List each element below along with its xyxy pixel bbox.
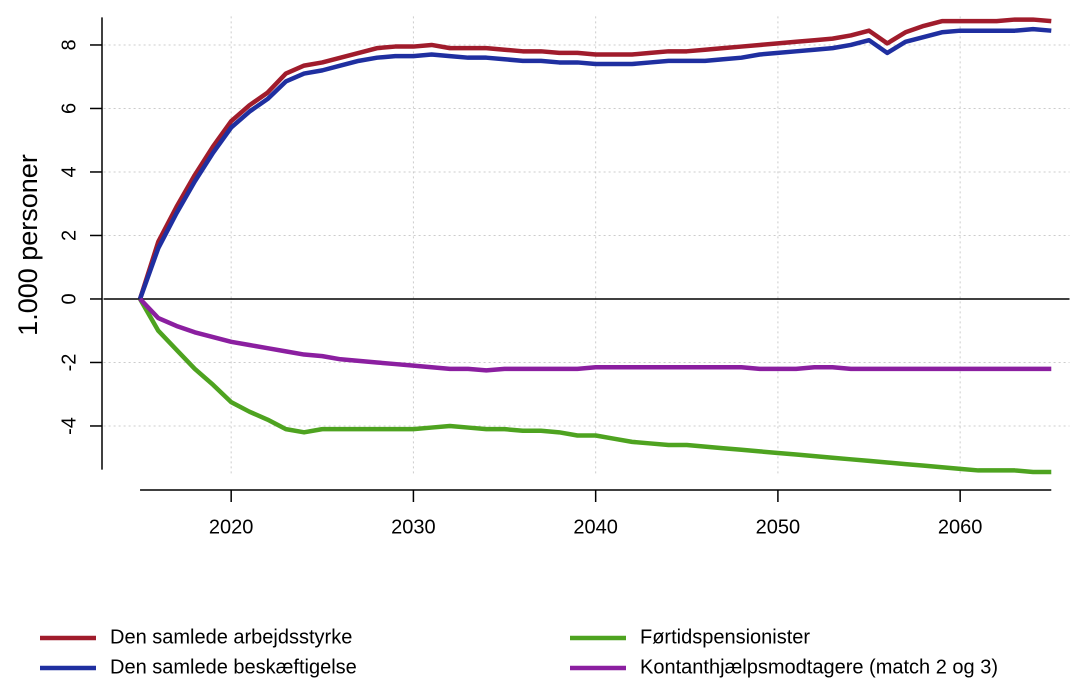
y-tick-label: 6 <box>58 103 80 114</box>
series-line <box>138 297 1052 373</box>
x-tick-label: 2050 <box>756 516 801 538</box>
y-axis-label: 1.000 personer <box>13 154 43 336</box>
legend-label: Førtidspensionister <box>640 626 810 648</box>
y-tick-label: -2 <box>58 354 80 372</box>
x-tick-label: 2060 <box>938 516 983 538</box>
y-tick-label: 0 <box>58 293 80 304</box>
legend-label: Den samlede beskæftigelse <box>110 656 357 678</box>
x-tick-label: 2020 <box>209 516 254 538</box>
y-tick-label: 8 <box>58 39 80 50</box>
x-tick-label: 2040 <box>573 516 618 538</box>
series-line <box>137 26 1052 300</box>
x-tick-label: 2030 <box>391 516 436 538</box>
series-line <box>138 297 1052 475</box>
series-line <box>137 17 1052 300</box>
legend-label: Kontanthjælpsmodtagere (match 2 og 3) <box>640 656 998 678</box>
y-tick-label: 4 <box>58 166 80 177</box>
legend-label: Den samlede arbejdsstyrke <box>110 626 352 648</box>
y-tick-label: -4 <box>58 417 80 435</box>
y-tick-label: 2 <box>58 230 80 241</box>
